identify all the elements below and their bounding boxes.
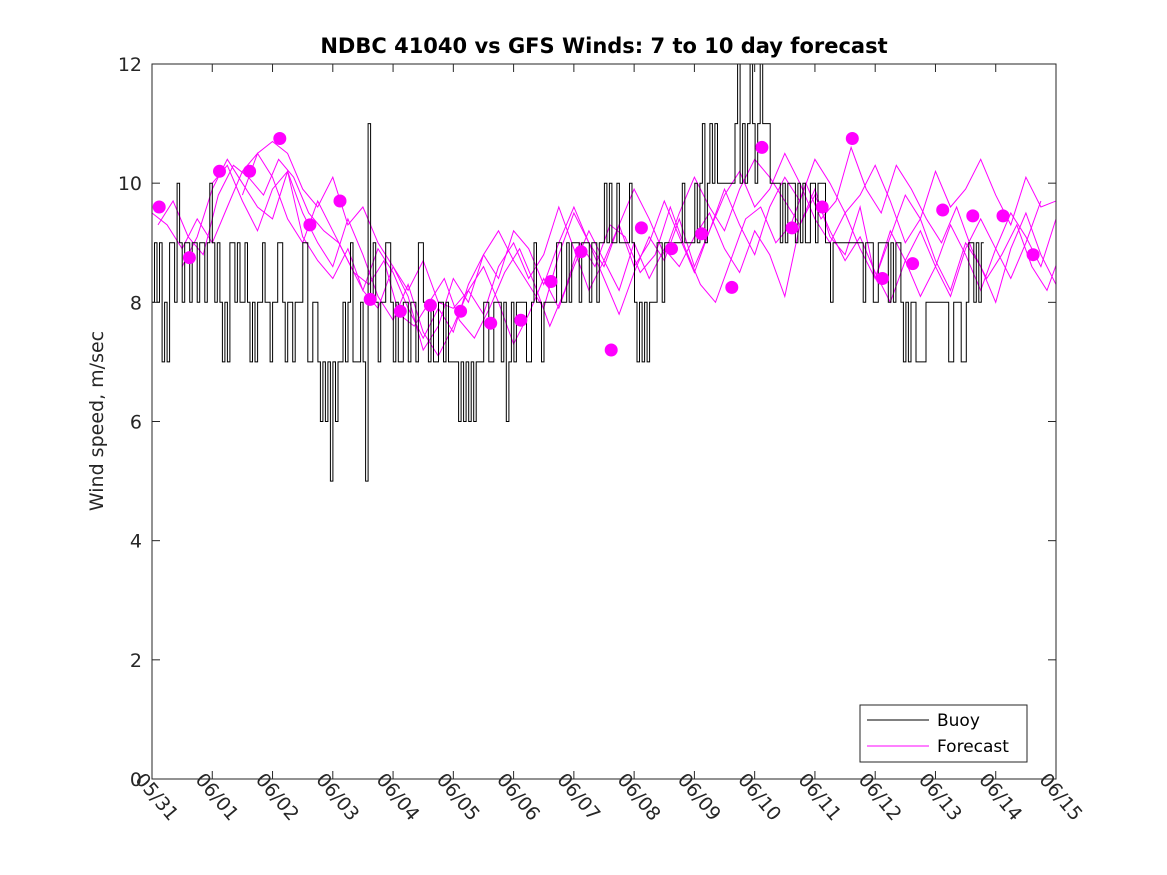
forecast-marker [815,200,829,214]
forecast-marker [514,313,528,327]
forecast-series-line [181,158,1056,352]
forecast-marker [423,298,437,312]
forecast-marker [544,275,558,288]
plot-series [152,64,1056,482]
forecast-marker [906,257,920,271]
forecast-marker [785,221,799,235]
x-tick-label: 06/01 [191,769,243,825]
forecast-marker [152,200,166,214]
y-tick-label: 10 [118,173,142,195]
x-tick-label: 06/13 [914,769,966,825]
legend-label-buoy: Buoy [937,711,980,731]
y-tick-label: 0 [130,769,142,791]
forecast-marker [363,292,377,306]
forecast-marker [243,164,257,178]
x-tick-label: 06/04 [372,769,424,825]
forecast-series-line [157,145,1056,340]
forecast-marker [303,218,317,232]
x-tick-label: 06/14 [974,769,1026,825]
forecast-marker [695,227,709,241]
forecast-marker [182,251,196,265]
y-tick-label: 12 [118,54,142,76]
forecast-marker [875,272,889,285]
forecast-marker [725,280,739,294]
x-tick-label: 06/07 [552,769,604,825]
legend: Buoy Forecast [859,704,1028,763]
forecast-marker [634,221,648,235]
y-tick-label: 4 [130,531,142,553]
x-tick-label: 06/09 [673,769,725,825]
forecast-marker [665,242,678,256]
y-axis-label: Wind speed, m/sec [86,331,108,511]
forecast-marker [574,245,588,259]
legend-box [859,704,1028,763]
legend-label-forecast: Forecast [937,737,1009,757]
x-tick-label: 06/15 [1035,769,1087,825]
y-ticks: 0 2 4 6 8 10 12 [118,54,1056,791]
forecast-marker [604,343,618,357]
forecast-series-line [211,152,1056,358]
x-tick-label: 06/05 [432,769,484,825]
forecast-marker [996,209,1010,223]
x-tick-label: 05/31 [131,769,183,825]
x-tick-label: 06/11 [794,769,846,825]
forecast-marker [1026,248,1040,262]
x-tick-label: 06/03 [311,769,363,825]
forecast-marker [393,304,407,318]
x-tick-label: 06/12 [854,769,906,825]
forecast-marker [273,132,287,145]
forecast-marker [755,140,769,154]
y-tick-label: 8 [130,292,142,314]
x-tick-label: 06/08 [613,769,665,825]
y-tick-label: 6 [130,412,142,434]
forecast-marker [484,316,498,330]
x-tick-label: 06/02 [251,769,303,825]
forecast-marker [966,209,980,223]
x-tick-label: 06/10 [733,769,785,825]
chart-title: NDBC 41040 vs GFS Winds: 7 to 10 day for… [320,34,887,58]
buoy-series-line [152,64,984,482]
forecast-marker [845,132,859,145]
x-tick-label: 06/06 [492,769,544,825]
forecast-marker [454,304,468,318]
forecast-marker [333,194,347,208]
forecast-series-line [152,140,1056,346]
forecast-marker [936,203,950,217]
forecast-marker [213,164,226,178]
y-tick-label: 2 [130,650,142,672]
